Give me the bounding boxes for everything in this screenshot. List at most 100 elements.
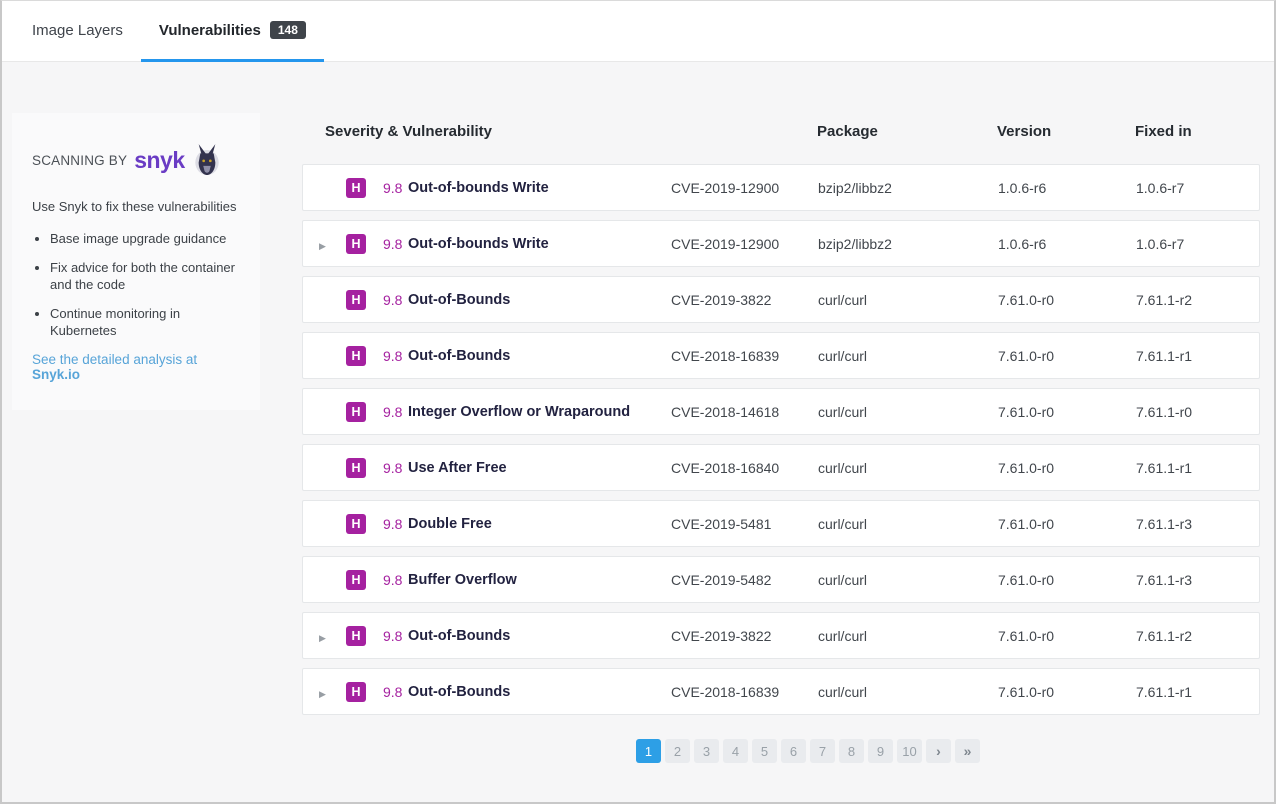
fixed-in-version: 7.61.1-r0 <box>1136 403 1193 420</box>
sidebar-bullet: Fix advice for both the container and th… <box>50 259 240 294</box>
severity-badge: H <box>346 289 366 310</box>
page-button-7[interactable]: 7 <box>810 739 835 763</box>
tab-image-layers[interactable]: Image Layers <box>14 1 141 62</box>
fixed-in-version: 7.61.1-r1 <box>1136 683 1193 700</box>
vulnerability-name: Double Free <box>408 515 492 532</box>
vulnerability-row[interactable]: ▶ H 9.8 Out-of-Bounds CVE-2019-3822 curl… <box>302 612 1260 659</box>
severity-badge: H <box>346 513 366 534</box>
vulnerability-name: Out-of-Bounds <box>408 627 511 644</box>
snyk-logo: snyk <box>134 146 185 173</box>
cvss-score: 9.8 <box>383 459 403 476</box>
page-button-10[interactable]: 10 <box>897 739 922 763</box>
page-button-3[interactable]: 3 <box>694 739 719 763</box>
package-name: bzip2/libbz2 <box>818 179 892 196</box>
severity-badge: H <box>346 569 366 590</box>
cvss-score: 9.8 <box>383 235 403 252</box>
vulnerability-row[interactable]: ▶ H 9.8 Double Free CVE-2019-5481 curl/c… <box>302 500 1260 547</box>
table-header: Severity & Vulnerability Package Version… <box>302 123 1260 140</box>
package-version: 7.61.0-r0 <box>998 459 1055 476</box>
tab-vulnerabilities[interactable]: Vulnerabilities 148 <box>140 1 324 62</box>
scanning-by-label: SCANNING BY <box>32 152 128 168</box>
vulnerability-name: Use After Free <box>408 459 507 476</box>
page-button-2[interactable]: 2 <box>665 739 690 763</box>
package-version: 1.0.6-r6 <box>998 179 1047 196</box>
page-button-8[interactable]: 8 <box>839 739 864 763</box>
vulnerability-row[interactable]: ▶ H 9.8 Out-of-bounds Write CVE-2019-129… <box>302 164 1260 211</box>
vulnerability-name: Buffer Overflow <box>408 571 517 588</box>
header-fixed-in: Fixed in <box>1135 123 1192 140</box>
fixed-in-version: 7.61.1-r3 <box>1136 571 1193 588</box>
cve-id: CVE-2018-14618 <box>671 403 780 420</box>
snyk-analysis-link[interactable]: See the detailed analysis at Snyk.io <box>32 351 198 382</box>
severity-badge: H <box>346 233 366 254</box>
vulnerability-name: Out-of-bounds Write <box>408 179 549 196</box>
vulnerability-row[interactable]: ▶ H 9.8 Out-of-bounds Write CVE-2019-129… <box>302 220 1260 267</box>
vulnerability-row[interactable]: ▶ H 9.8 Integer Overflow or Wraparound C… <box>302 388 1260 435</box>
package-name: curl/curl <box>818 291 868 308</box>
package-version: 7.61.0-r0 <box>998 571 1055 588</box>
cvss-score: 9.8 <box>383 291 403 308</box>
sidebar-bullet: Continue monitoring in Kubernetes <box>50 305 240 340</box>
cve-id: CVE-2019-12900 <box>671 235 780 252</box>
expand-caret-icon[interactable]: ▶ <box>319 240 326 251</box>
fixed-in-version: 7.61.1-r2 <box>1136 627 1193 644</box>
page-button-4[interactable]: 4 <box>723 739 748 763</box>
snyk-dog-icon <box>194 144 219 175</box>
sidebar-bullet: Base image upgrade guidance <box>50 230 240 248</box>
vulnerability-count-badge: 148 <box>269 21 306 39</box>
package-version: 7.61.0-r0 <box>998 347 1055 364</box>
last-page-button[interactable]: » <box>955 739 980 763</box>
page-button-9[interactable]: 9 <box>868 739 893 763</box>
pagination: 1 2 3 4 5 6 7 8 9 10 ›» <box>329 739 1274 763</box>
cvss-score: 9.8 <box>383 683 403 700</box>
page-button-5[interactable]: 5 <box>752 739 777 763</box>
package-version: 7.61.0-r0 <box>998 627 1055 644</box>
severity-badge: H <box>346 625 366 646</box>
header-severity-vulnerability: Severity & Vulnerability <box>325 123 493 140</box>
vulnerability-row[interactable]: ▶ H 9.8 Out-of-Bounds CVE-2018-16839 cur… <box>302 668 1260 715</box>
package-name: curl/curl <box>818 347 868 364</box>
fixed-in-version: 7.61.1-r1 <box>1136 459 1193 476</box>
package-name: curl/curl <box>818 459 868 476</box>
package-name: curl/curl <box>818 683 868 700</box>
vulnerability-row[interactable]: ▶ H 9.8 Buffer Overflow CVE-2019-5482 cu… <box>302 556 1260 603</box>
package-version: 1.0.6-r6 <box>998 235 1047 252</box>
cvss-score: 9.8 <box>383 627 403 644</box>
package-version: 7.61.0-r0 <box>998 683 1055 700</box>
page-button-6[interactable]: 6 <box>781 739 806 763</box>
cve-id: CVE-2018-16839 <box>671 683 780 700</box>
sidebar-bullet-list: Base image upgrade guidance Fix advice f… <box>50 230 240 340</box>
next-page-button[interactable]: › <box>926 739 951 763</box>
vulnerability-row[interactable]: ▶ H 9.8 Out-of-Bounds CVE-2019-3822 curl… <box>302 276 1260 323</box>
header-package: Package <box>817 123 878 140</box>
vulnerability-name: Out-of-Bounds <box>408 683 511 700</box>
cve-id: CVE-2019-5482 <box>671 571 772 588</box>
cve-id: CVE-2019-3822 <box>671 627 772 644</box>
fixed-in-version: 1.0.6-r7 <box>1136 179 1185 196</box>
expand-caret-icon[interactable]: ▶ <box>319 632 326 643</box>
severity-badge: H <box>346 177 366 198</box>
tab-image-layers-label: Image Layers <box>32 21 123 39</box>
cvss-score: 9.8 <box>383 347 403 364</box>
tab-vulnerabilities-label: Vulnerabilities <box>158 21 261 39</box>
expand-caret-icon[interactable]: ▶ <box>319 688 326 699</box>
vulnerability-row[interactable]: ▶ H 9.8 Use After Free CVE-2018-16840 cu… <box>302 444 1260 491</box>
vulnerability-rows: ▶ H 9.8 Out-of-bounds Write CVE-2019-129… <box>302 164 1260 724</box>
cve-id: CVE-2019-12900 <box>671 179 780 196</box>
page-button-1[interactable]: 1 <box>636 739 661 763</box>
cvss-score: 9.8 <box>383 403 403 420</box>
cve-id: CVE-2019-5481 <box>671 515 772 532</box>
cvss-score: 9.8 <box>383 571 403 588</box>
cve-id: CVE-2018-16840 <box>671 459 780 476</box>
vulnerability-row[interactable]: ▶ H 9.8 Out-of-Bounds CVE-2018-16839 cur… <box>302 332 1260 379</box>
package-version: 7.61.0-r0 <box>998 291 1055 308</box>
snyk-io-link-target: Snyk.io <box>32 366 81 382</box>
package-name: curl/curl <box>818 515 868 532</box>
severity-badge: H <box>346 345 366 366</box>
sidebar-intro-text: Use Snyk to fix these vulnerabilities <box>32 199 237 214</box>
severity-badge: H <box>346 457 366 478</box>
vulnerability-name: Out-of-Bounds <box>408 347 511 364</box>
package-name: curl/curl <box>818 403 868 420</box>
header-version: Version <box>997 123 1052 140</box>
